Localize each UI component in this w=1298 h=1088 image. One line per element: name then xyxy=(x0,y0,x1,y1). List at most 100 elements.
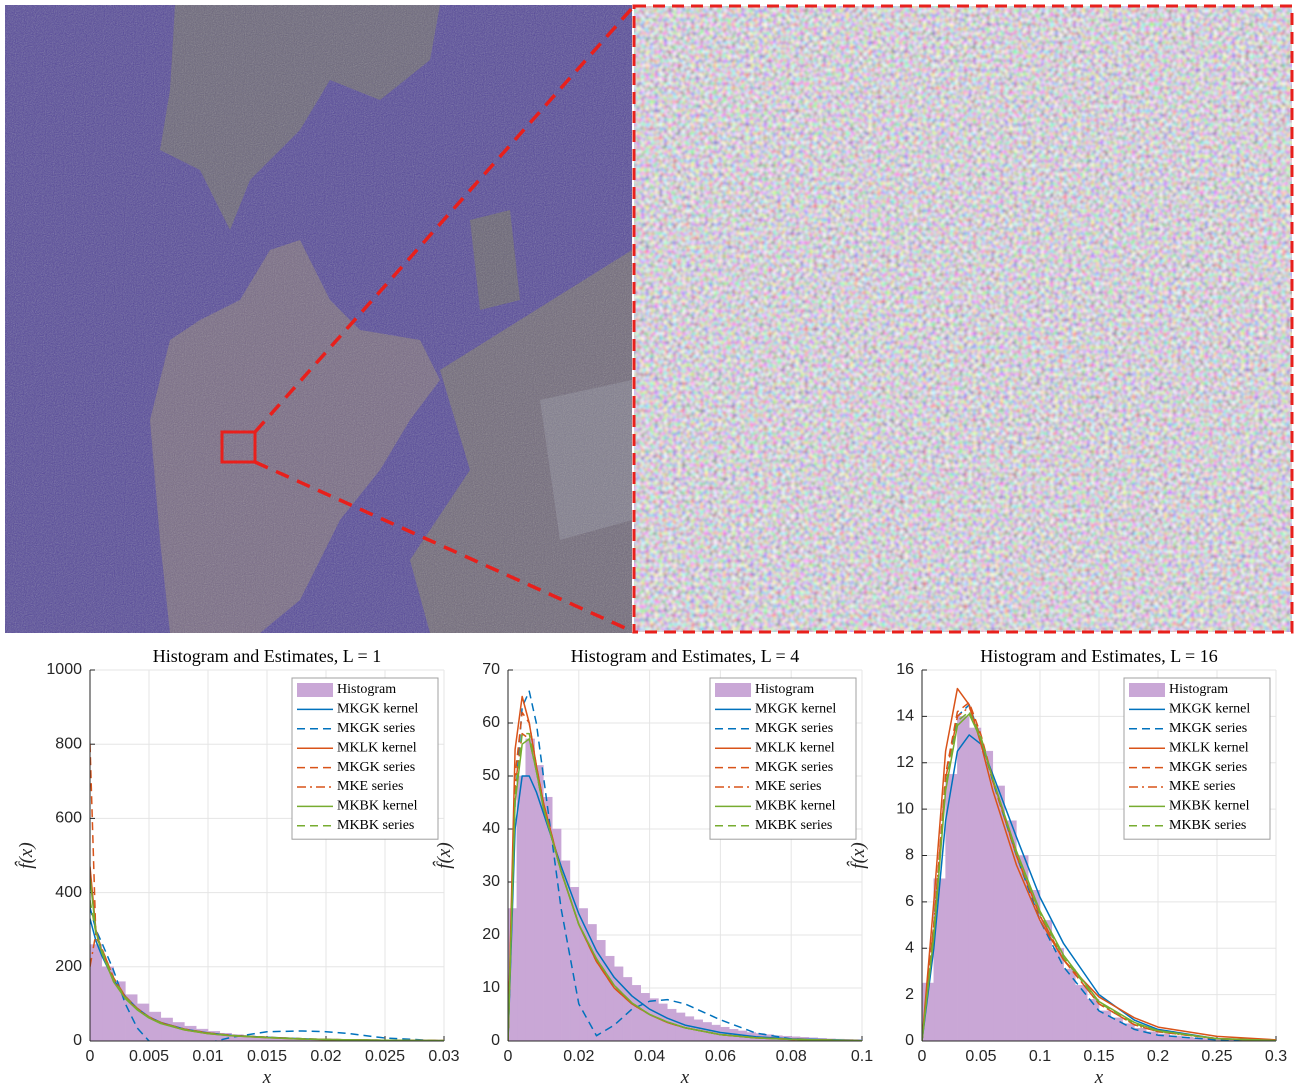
legend-label: MKBK kernel xyxy=(337,799,418,814)
y-tick-label: 600 xyxy=(55,810,82,827)
y-tick-label: 40 xyxy=(482,820,500,837)
y-tick-label: 0 xyxy=(491,1032,500,1049)
zoom-line xyxy=(254,460,635,634)
x-tick-label: 0.1 xyxy=(851,1048,873,1065)
x-tick-label: 0 xyxy=(918,1048,927,1065)
y-tick-label: 60 xyxy=(482,714,500,731)
histogram xyxy=(508,738,862,1041)
x-tick-label: 0.3 xyxy=(1265,1048,1287,1065)
x-tick-label: 0.01 xyxy=(192,1048,223,1065)
histogram-bar xyxy=(1086,999,1100,1041)
x-tick-label: 0.04 xyxy=(634,1048,665,1065)
lines xyxy=(508,690,862,1041)
series-line xyxy=(922,734,1276,1041)
legend-label: Histogram xyxy=(755,682,814,697)
legend-label: MKBK series xyxy=(1169,818,1246,833)
histogram-bar xyxy=(622,977,633,1041)
x-tick-label: 0.08 xyxy=(776,1048,807,1065)
histogram-bar xyxy=(980,750,994,1041)
histogram-bar xyxy=(172,1022,185,1041)
x-tick-label: 0 xyxy=(86,1048,95,1065)
chart-title: Histogram and Estimates, L = 1 xyxy=(153,646,381,666)
y-tick-label: 10 xyxy=(896,800,914,817)
y-axis-label: f̂(x) xyxy=(15,842,37,868)
histogram-bar xyxy=(148,1011,162,1041)
legend-swatch xyxy=(1129,683,1165,697)
y-tick-label: 0 xyxy=(73,1032,82,1049)
histogram-bar xyxy=(516,775,526,1041)
legend-label: MKBK series xyxy=(755,818,832,833)
y-tick-label: 14 xyxy=(896,708,914,725)
legend-label: MKBK series xyxy=(337,818,414,833)
legend-label: Histogram xyxy=(337,682,396,697)
chart: 0 2 4 6 8 10 12 14 16 0 0.05 0.1 0.15 0.2 0.25 0.3 Histo… xyxy=(847,646,1287,1088)
legend-label: MKE series xyxy=(1169,779,1236,794)
y-tick-label: 8 xyxy=(905,847,914,864)
histogram-bar xyxy=(596,940,606,1041)
legend-label: MKGK kernel xyxy=(1169,702,1250,717)
legend-label: MKGK series xyxy=(755,721,833,736)
histogram-bar xyxy=(968,727,982,1041)
legend-label: MKGK series xyxy=(1169,760,1247,775)
x-tick-label: 0.05 xyxy=(965,1048,996,1065)
y-tick-label: 12 xyxy=(896,754,914,771)
chart-title: Histogram and Estimates, L = 4 xyxy=(571,646,799,666)
x-tick-label: 0.015 xyxy=(247,1048,287,1065)
y-tick-label: 30 xyxy=(482,873,500,890)
x-tick-label: 0 xyxy=(504,1048,513,1065)
x-tick-label: 0.025 xyxy=(365,1048,405,1065)
legend-label: MKBK kernel xyxy=(755,799,836,814)
zoom-panel xyxy=(634,6,1292,632)
chart: 0 10 20 30 40 50 60 70 0 0.02 0.04 0.06 0.08 0.1 Histo… xyxy=(433,646,873,1088)
legend: Histogram MKGK kernel MKGK series MKLK kern… xyxy=(1123,677,1271,840)
y-tick-label: 50 xyxy=(482,767,500,784)
y-tick-label: 16 xyxy=(896,661,914,678)
zoom-border xyxy=(632,4,1294,634)
histogram-bar xyxy=(534,765,544,1041)
histogram-bar xyxy=(160,1017,173,1041)
legend-label: MKLK kernel xyxy=(337,740,417,755)
legend-label: MKGK kernel xyxy=(337,702,418,717)
x-tick-label: 0.03 xyxy=(428,1048,459,1065)
legend-label: MKGK series xyxy=(755,760,833,775)
legend-label: MKGK series xyxy=(1169,721,1247,736)
legend-label: Histogram xyxy=(1169,682,1228,697)
series-line xyxy=(90,899,444,1041)
lines xyxy=(90,744,444,1041)
legend-label: MKE series xyxy=(337,779,404,794)
y-tick-label: 800 xyxy=(55,735,82,752)
legend: Histogram MKGK kernel MKGK series MKLK kern… xyxy=(709,677,857,840)
y-tick-label: 4 xyxy=(905,939,914,956)
x-tick-label: 0.25 xyxy=(1201,1048,1232,1065)
lines xyxy=(922,687,1276,1041)
legend-label: MKGK kernel xyxy=(755,702,836,717)
histogram-bar xyxy=(631,985,642,1041)
legend-label: MKBK kernel xyxy=(1169,799,1250,814)
legend-label: MKE series xyxy=(755,779,822,794)
y-tick-label: 20 xyxy=(482,926,500,943)
x-tick-label: 0.1 xyxy=(1029,1048,1051,1065)
x-axis-label: x xyxy=(680,1067,690,1088)
series-line xyxy=(90,907,444,1041)
y-axis-label: f̂(x) xyxy=(433,842,455,868)
legend-label: MKLK kernel xyxy=(1169,740,1249,755)
legend-swatch xyxy=(715,683,751,697)
legend-box xyxy=(1123,677,1271,840)
y-tick-label: 400 xyxy=(55,884,82,901)
y-tick-label: 1000 xyxy=(46,661,82,678)
y-tick-label: 200 xyxy=(55,958,82,975)
x-tick-label: 0.15 xyxy=(1083,1048,1114,1065)
chart-title: Histogram and Estimates, L = 16 xyxy=(980,646,1217,666)
series-line xyxy=(508,690,862,1041)
land xyxy=(5,5,632,633)
y-tick-label: 10 xyxy=(482,979,500,996)
x-tick-label: 0.005 xyxy=(129,1048,169,1065)
histogram-bar xyxy=(649,998,659,1041)
legend-label: MKGK series xyxy=(337,721,415,736)
histogram-bar xyxy=(640,993,650,1041)
chart: 0 200 400 600 800 1000 0 0.005 0.01 0.015 0.02 0.02… xyxy=(15,646,460,1088)
x-tick-label: 0.2 xyxy=(1147,1048,1169,1065)
legend-label: MKLK kernel xyxy=(755,740,835,755)
y-tick-label: 6 xyxy=(905,893,914,910)
